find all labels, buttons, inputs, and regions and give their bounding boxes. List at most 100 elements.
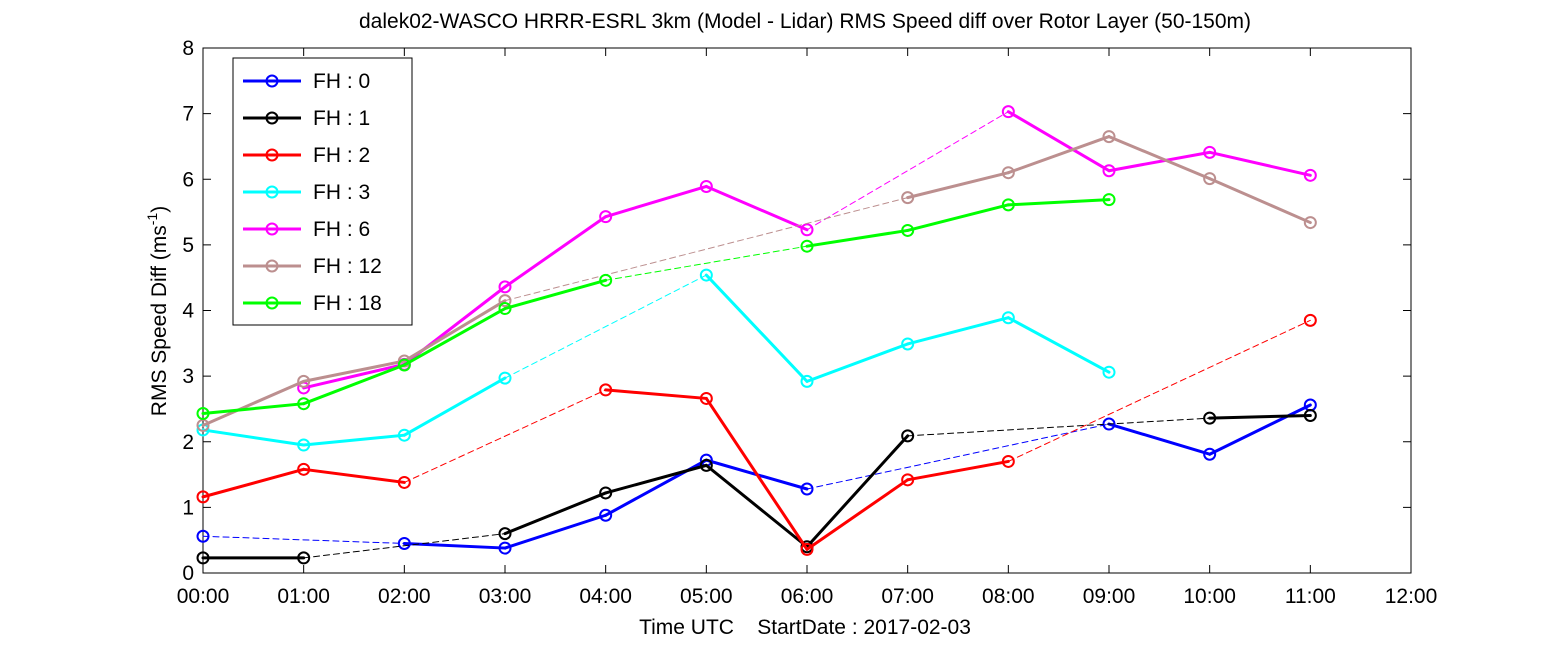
data-point bbox=[901, 223, 915, 237]
y-tick-label: 2 bbox=[182, 431, 194, 454]
x-tick-label: 09:00 bbox=[1083, 585, 1136, 608]
data-point bbox=[1102, 365, 1116, 379]
data-point bbox=[800, 542, 814, 556]
series-segment bbox=[604, 388, 708, 400]
x-tick-label: 10:00 bbox=[1183, 585, 1236, 608]
series-segment bbox=[1208, 177, 1312, 225]
data-point bbox=[1303, 409, 1317, 422]
y-tick-label: 6 bbox=[182, 168, 194, 191]
data-point bbox=[1303, 168, 1317, 182]
legend-marker bbox=[265, 74, 279, 88]
legend-marker bbox=[265, 111, 279, 125]
data-point bbox=[800, 239, 814, 253]
x-tick-label: 06:00 bbox=[781, 585, 834, 608]
series-segment bbox=[805, 342, 910, 383]
legend-marker bbox=[265, 296, 279, 310]
data-point bbox=[1303, 313, 1317, 327]
series-segment bbox=[302, 433, 406, 447]
series-segment bbox=[1208, 414, 1312, 420]
data-point bbox=[1203, 411, 1217, 425]
series-segment bbox=[704, 463, 809, 549]
data-point bbox=[498, 294, 512, 308]
data-point bbox=[800, 482, 814, 496]
legend-marker bbox=[265, 222, 279, 236]
series-segment bbox=[302, 363, 406, 406]
data-point bbox=[599, 508, 613, 522]
series-gap-segment bbox=[806, 111, 1009, 231]
data-point bbox=[196, 407, 210, 421]
y-tick-label: 7 bbox=[182, 103, 194, 126]
legend-label: FH : 0 bbox=[313, 70, 370, 93]
series-gap-segment bbox=[1007, 319, 1311, 462]
data-point bbox=[1001, 311, 1015, 325]
series-gap-segment bbox=[403, 389, 607, 483]
data-point bbox=[1203, 172, 1217, 186]
data-point bbox=[1203, 447, 1217, 461]
chart-title: dalek02-WASCO HRRR-ESRL 3km (Model - Lid… bbox=[359, 10, 1251, 33]
series-segment bbox=[704, 273, 809, 383]
series-5 bbox=[196, 130, 1317, 432]
legend-label: FH : 1 bbox=[313, 107, 370, 130]
data-point bbox=[498, 527, 512, 541]
series-segment bbox=[201, 428, 306, 447]
data-point bbox=[901, 337, 915, 351]
data-point bbox=[498, 302, 512, 316]
data-point bbox=[397, 536, 411, 550]
y-axis-label-main: RMS Speed Diff (ms bbox=[148, 225, 171, 416]
series-segment bbox=[604, 184, 708, 219]
series-segment bbox=[201, 467, 306, 499]
y-axis: 0 1 2 3 4 5 6 7 8 bbox=[182, 37, 1411, 585]
data-point bbox=[1203, 145, 1217, 159]
data-point bbox=[599, 486, 613, 500]
y-tick-label: 5 bbox=[182, 234, 194, 257]
series-segment bbox=[604, 463, 708, 495]
series-segment bbox=[1208, 403, 1312, 456]
data-point bbox=[196, 490, 210, 504]
x-tick-label: 08:00 bbox=[982, 585, 1035, 608]
series-segment bbox=[402, 541, 507, 550]
data-point bbox=[397, 428, 411, 442]
series-2 bbox=[196, 313, 1317, 556]
series-segment bbox=[704, 184, 809, 232]
series-segment bbox=[503, 215, 608, 289]
x-tick-label: 12:00 bbox=[1385, 585, 1438, 608]
data-point bbox=[1001, 454, 1015, 468]
series-segment bbox=[805, 478, 910, 551]
data-point bbox=[297, 374, 311, 388]
data-point bbox=[196, 551, 210, 565]
y-axis-label: RMS Speed Diff (ms-1) bbox=[144, 206, 171, 416]
series-segment bbox=[1006, 110, 1111, 173]
series-gap-segment bbox=[907, 417, 1211, 437]
data-point bbox=[1303, 216, 1317, 230]
series-segment bbox=[704, 396, 809, 551]
data-point bbox=[901, 473, 915, 487]
data-point bbox=[599, 273, 613, 287]
series-segment bbox=[302, 359, 406, 383]
y-axis-label-close: ) bbox=[148, 206, 171, 213]
y-axis-label-sup: -1 bbox=[144, 213, 160, 226]
data-point bbox=[297, 462, 311, 476]
series-segment bbox=[402, 307, 507, 367]
data-point bbox=[498, 541, 512, 555]
series-segment bbox=[805, 228, 910, 248]
data-point bbox=[800, 374, 814, 388]
legend: FH : 0 FH : 1 FH : 2 FH : 3 FH : 6 FH : 12 FH … bbox=[232, 57, 413, 326]
x-tick-label: 11:00 bbox=[1285, 585, 1336, 608]
data-point bbox=[1102, 164, 1116, 178]
data-point bbox=[901, 191, 915, 205]
series-segment bbox=[402, 299, 507, 363]
y-tick-label: 1 bbox=[182, 496, 194, 519]
data-point bbox=[498, 280, 512, 294]
series-1 bbox=[196, 409, 1317, 565]
x-tick-label: 00:00 bbox=[177, 585, 230, 608]
legend-label: FH : 2 bbox=[313, 144, 370, 167]
legend-label: FH : 12 bbox=[313, 255, 382, 278]
series-segment bbox=[503, 491, 608, 536]
data-point bbox=[901, 429, 915, 443]
series-segment bbox=[1208, 150, 1312, 177]
legend-label: FH : 18 bbox=[313, 292, 382, 315]
y-tick-label: 4 bbox=[182, 300, 194, 323]
x-axis-label: Time UTC StartDate : 2017-02-03 bbox=[639, 616, 971, 639]
series-layer bbox=[196, 105, 1317, 565]
series-segment bbox=[1006, 198, 1111, 207]
